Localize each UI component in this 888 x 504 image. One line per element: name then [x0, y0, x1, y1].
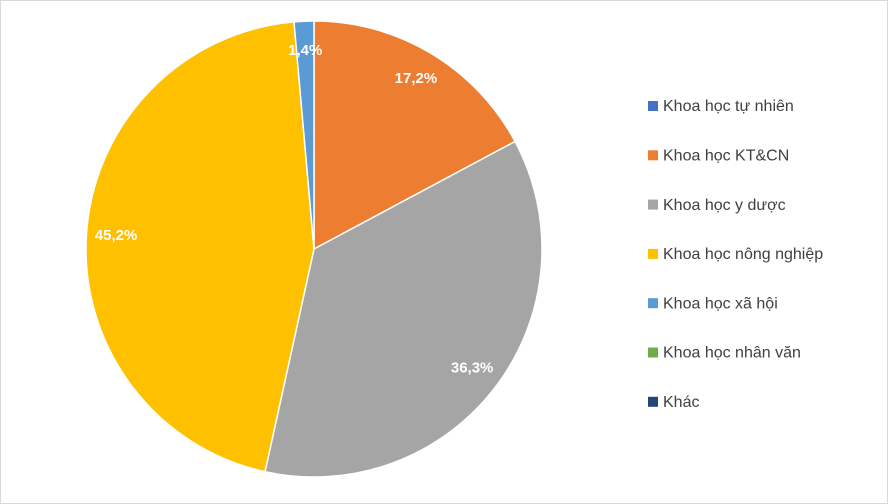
legend-label: Khoa học xã hội — [663, 295, 778, 312]
legend-label: Khoa học nông nghiệp — [663, 246, 823, 263]
legend-label: Khoa học nhân văn — [663, 345, 801, 362]
legend-swatch — [648, 298, 658, 309]
pie-slice — [85, 21, 315, 473]
legend-label: Khoa học tự nhiên — [663, 98, 794, 115]
legend-swatch — [648, 248, 658, 259]
pie-slice — [313, 20, 517, 251]
pie-slice — [293, 20, 315, 250]
data-label: 36,3% — [451, 360, 494, 377]
legend-label: Khác — [663, 394, 699, 411]
legend-swatch — [648, 347, 658, 358]
data-label: 1,4% — [288, 42, 322, 59]
legend-label: Khoa học y dược — [663, 197, 786, 214]
data-label: 45,2% — [95, 227, 138, 244]
legend-swatch — [648, 150, 658, 161]
legend-swatch — [648, 396, 658, 407]
data-label: 17,2% — [395, 70, 438, 87]
legend-swatch — [648, 199, 658, 210]
legend-label: Khoa học KT&CN — [663, 148, 789, 165]
pie-slice — [264, 140, 543, 478]
legend-swatch — [648, 101, 658, 111]
